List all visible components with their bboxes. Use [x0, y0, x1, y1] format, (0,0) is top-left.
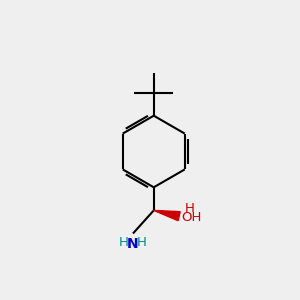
Text: OH: OH — [182, 211, 202, 224]
Polygon shape — [154, 210, 180, 221]
Text: N: N — [127, 237, 139, 251]
Text: H: H — [137, 236, 147, 249]
Text: H: H — [119, 236, 129, 249]
Text: H: H — [184, 202, 194, 214]
